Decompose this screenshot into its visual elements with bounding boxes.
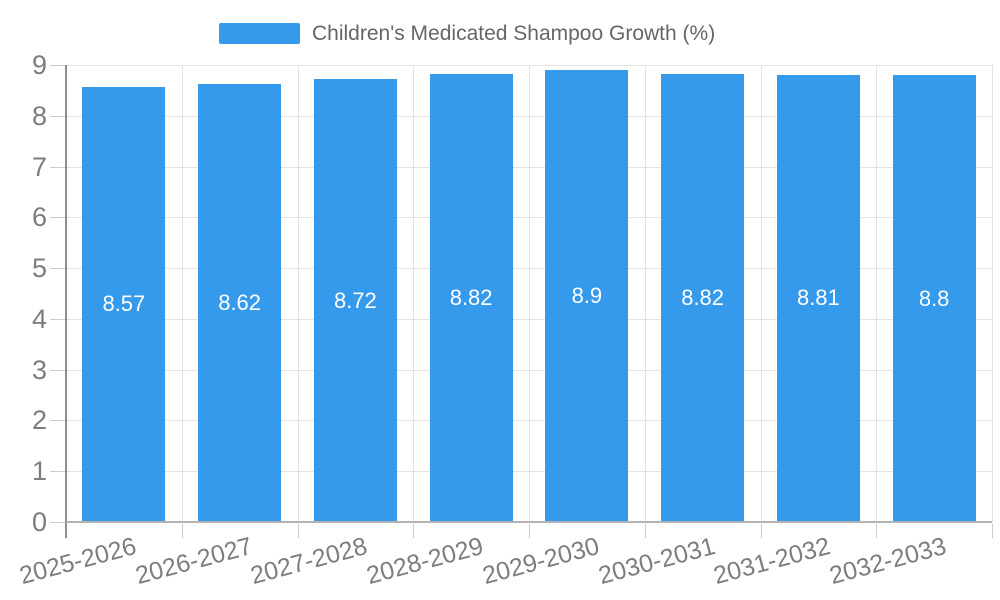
y-axis-tick-label: 8 bbox=[31, 100, 47, 131]
x-axis-tick bbox=[413, 524, 415, 538]
legend-label: Children's Medicated Shampoo Growth (%) bbox=[312, 21, 716, 45]
x-axis-tick bbox=[297, 524, 299, 538]
y-axis-tick bbox=[50, 166, 66, 168]
v-gridline bbox=[760, 65, 762, 522]
y-axis-tick-label: 5 bbox=[31, 253, 47, 284]
bar-value-label: 8.72 bbox=[333, 287, 377, 313]
bar-value-label: 8.8 bbox=[918, 285, 950, 311]
bar-2031-2032[interactable]: 8.81 bbox=[776, 74, 860, 522]
v-gridline bbox=[413, 65, 415, 522]
x-axis-tick bbox=[876, 524, 878, 538]
y-axis-tick-label: 0 bbox=[31, 507, 47, 537]
bar-2027-2028[interactable]: 8.72 bbox=[313, 79, 397, 522]
x-axis-tick bbox=[992, 524, 993, 538]
bar-value-label: 8.81 bbox=[796, 285, 840, 311]
x-axis-label-2026-2027: 2026-2027 bbox=[132, 532, 255, 590]
y-axis-tick-label: 7 bbox=[31, 151, 47, 182]
bar-value-label: 8.57 bbox=[102, 291, 146, 317]
x-axis-tick bbox=[181, 524, 183, 538]
y-axis-tick bbox=[50, 217, 66, 219]
y-axis-tick-label: 6 bbox=[31, 202, 47, 233]
v-gridline bbox=[297, 65, 299, 522]
x-axis-label-2028-2029: 2028-2029 bbox=[363, 532, 487, 590]
y-axis-tick-label: 9 bbox=[31, 50, 47, 80]
x-axis-label-2029-2030: 2029-2030 bbox=[479, 532, 603, 590]
x-axis-line bbox=[66, 521, 992, 523]
y-axis-tick bbox=[50, 471, 66, 473]
bar-value-label: 8.82 bbox=[681, 285, 725, 311]
bar-2029-2030[interactable]: 8.9 bbox=[545, 70, 629, 522]
y-axis-tick bbox=[50, 522, 66, 523]
y-axis-tick-label: 4 bbox=[31, 303, 47, 334]
y-axis-tick-label: 3 bbox=[31, 354, 47, 385]
x-axis-label-2032-2033: 2032-2033 bbox=[826, 532, 950, 590]
bar-2030-2031[interactable]: 8.82 bbox=[661, 74, 745, 522]
bar-2026-2027[interactable]: 8.62 bbox=[198, 84, 282, 522]
x-axis-label-2031-2032: 2031-2032 bbox=[710, 532, 834, 590]
x-axis-tick bbox=[529, 524, 530, 538]
y-axis-tick bbox=[50, 420, 66, 422]
y-axis-tick bbox=[50, 318, 66, 320]
v-gridline bbox=[992, 65, 993, 522]
x-axis-label-2025-2026: 2025-2026 bbox=[16, 532, 140, 590]
v-gridline bbox=[876, 65, 878, 522]
y-axis-tick bbox=[50, 268, 66, 270]
y-axis-tick bbox=[50, 369, 66, 371]
bar-2032-2033[interactable]: 8.8 bbox=[892, 75, 976, 522]
bar-2025-2026[interactable]: 8.57 bbox=[82, 86, 166, 522]
y-axis-tick-label: 1 bbox=[31, 456, 47, 487]
v-gridline bbox=[529, 65, 530, 522]
legend-item[interactable]: Children's Medicated Shampoo Growth (%) bbox=[219, 21, 716, 45]
bar-value-label: 8.9 bbox=[571, 283, 603, 309]
y-axis-tick-label: 2 bbox=[31, 405, 47, 436]
v-gridline bbox=[181, 65, 183, 522]
bar-2028-2029[interactable]: 8.82 bbox=[429, 74, 513, 522]
x-axis-label-2027-2028: 2027-2028 bbox=[247, 532, 371, 590]
y-axis-line bbox=[65, 65, 67, 538]
x-axis-label-2030-2031: 2030-2031 bbox=[595, 532, 718, 590]
x-axis-tick bbox=[760, 524, 762, 538]
y-axis-tick bbox=[50, 65, 66, 66]
legend-swatch bbox=[219, 23, 300, 44]
y-axis-tick bbox=[50, 115, 66, 117]
bar-value-label: 8.82 bbox=[449, 285, 493, 311]
bar-value-label: 8.62 bbox=[218, 290, 262, 316]
x-axis-tick bbox=[644, 524, 646, 538]
v-gridline bbox=[644, 65, 646, 522]
